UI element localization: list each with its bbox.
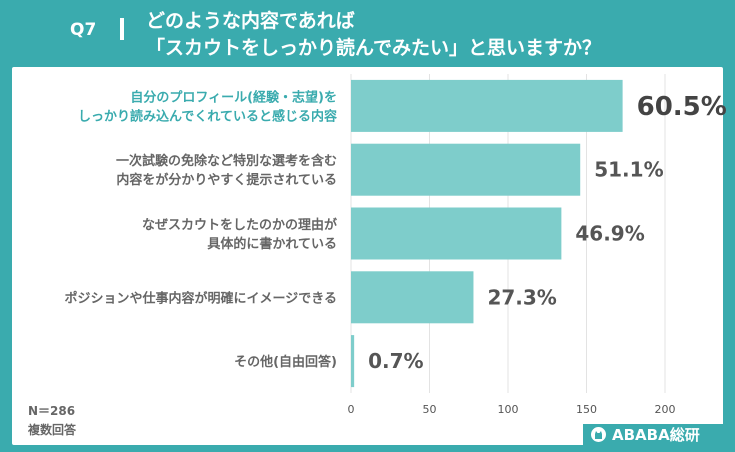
value-label: 27.3%: [487, 285, 556, 309]
value-label: 51.1%: [594, 158, 663, 182]
answer-type: 複数回答: [28, 423, 77, 437]
x-tick-label: 100: [498, 403, 519, 416]
header-divider: [120, 18, 124, 40]
category-label: しっかり読み込んでくれていると感じる内容: [78, 108, 337, 124]
bar: [351, 79, 623, 132]
x-tick-label: 150: [576, 403, 597, 416]
category-label: 内容をが分かりやすく提示されている: [116, 172, 337, 188]
category-label: 具体的に書かれている: [207, 236, 337, 252]
category-label: その他(自由回答): [234, 354, 337, 370]
category-label: 自分のプロフィール(経験・志望)を: [130, 89, 337, 105]
question-title-line-1: どのような内容であれば: [146, 10, 355, 32]
question-title: どのような内容であれば 「スカウトをしっかり読んでみたい」と思いますか？: [146, 8, 601, 62]
alpaca-logo-icon: [591, 427, 606, 442]
question-number: Q7: [70, 20, 97, 40]
x-tick-label: 0: [348, 403, 355, 416]
x-tick-label: 50: [423, 403, 437, 416]
category-label: なぜスカウトをしたのかの理由が: [142, 217, 337, 233]
value-label: 0.7%: [368, 349, 423, 373]
header: Q7 どのような内容であれば 「スカウトをしっかり読んでみたい」と思いますか？: [0, 0, 735, 62]
brand-name: ABABA総研: [612, 426, 700, 444]
x-tick-label: 200: [655, 403, 676, 416]
category-label: 一次試験の免除など特別な選考を含む: [116, 153, 337, 169]
bar: [351, 335, 355, 388]
sample-size: N＝286: [28, 404, 76, 418]
bar: [351, 143, 581, 196]
bar: [351, 207, 562, 260]
question-title-line-2: 「スカウトをしっかり読んでみたい」と思いますか？: [146, 37, 602, 59]
brand-badge: ABABA総研: [583, 424, 723, 445]
bar: [351, 271, 474, 324]
value-label: 60.5%: [637, 92, 727, 122]
value-label: 46.9%: [575, 222, 644, 246]
category-label: ポジションや仕事内容が明確にイメージできる: [65, 290, 337, 306]
